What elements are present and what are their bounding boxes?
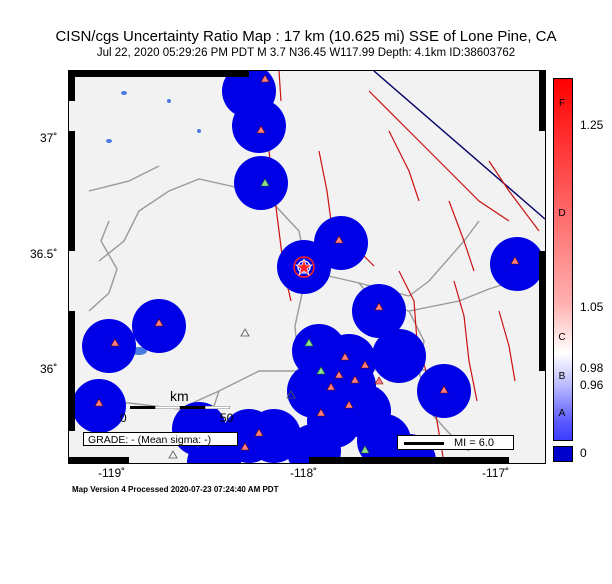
scale-end: 50 — [220, 411, 234, 425]
map-graphics — [69, 71, 545, 463]
map-canvas[interactable] — [68, 70, 546, 464]
event-subtitle: Jul 22, 2020 05:29:26 PM PDT M 3.7 N36.4… — [96, 47, 516, 59]
colorbar-value-1-05: 1.05 — [580, 300, 604, 314]
lon-tick-117: -117˚ — [482, 466, 510, 480]
colorbar-value-1-25: 1.25 — [580, 118, 604, 132]
lat-tick-36: 36˚ — [40, 362, 58, 376]
colorbar-letter-b: B — [558, 371, 566, 382]
lon-tick-118: -118˚ — [290, 466, 318, 480]
epicenter-star — [293, 256, 315, 278]
colorbar-letter-a: A — [558, 408, 566, 419]
scale-start: 0 — [120, 411, 127, 425]
grade-box: GRADE: - (Mean sigma: -) — [83, 432, 238, 446]
lat-tick-37: 37˚ — [40, 131, 58, 145]
lat-tick-36-5: 36.5˚ — [30, 247, 58, 261]
scale-unit: km — [170, 388, 189, 404]
lon-tick-119: -119˚ — [98, 466, 126, 480]
frame-ticks — [69, 71, 545, 463]
colorbar-value-0: 0 — [580, 446, 587, 460]
colorbar-zero-swatch — [553, 446, 573, 462]
mi-legend: MI = 6.0 — [397, 435, 514, 450]
colorbar-letter-d: D — [558, 208, 566, 219]
uncertainty-colorbar — [553, 78, 573, 441]
colorbar-value-0-98: 0.98 — [580, 361, 604, 375]
green-station-triangles — [260, 178, 370, 454]
colorbar-value-0-96: 0.96 — [580, 378, 604, 392]
mi-line-icon — [404, 442, 444, 445]
colorbar-letter-c: C — [558, 332, 566, 343]
mi-label: MI = 6.0 — [454, 437, 495, 449]
empty-station-triangles — [168, 328, 296, 459]
map-title: CISN/cgs Uncertainty Ratio Map : 17 km (… — [55, 28, 557, 45]
scale-bar — [130, 406, 230, 409]
map-version-footer: Map Version 4 Processed 2020-07-23 07:24… — [72, 485, 279, 494]
colorbar-letter-f: F — [558, 98, 566, 109]
state-border — [373, 71, 545, 220]
